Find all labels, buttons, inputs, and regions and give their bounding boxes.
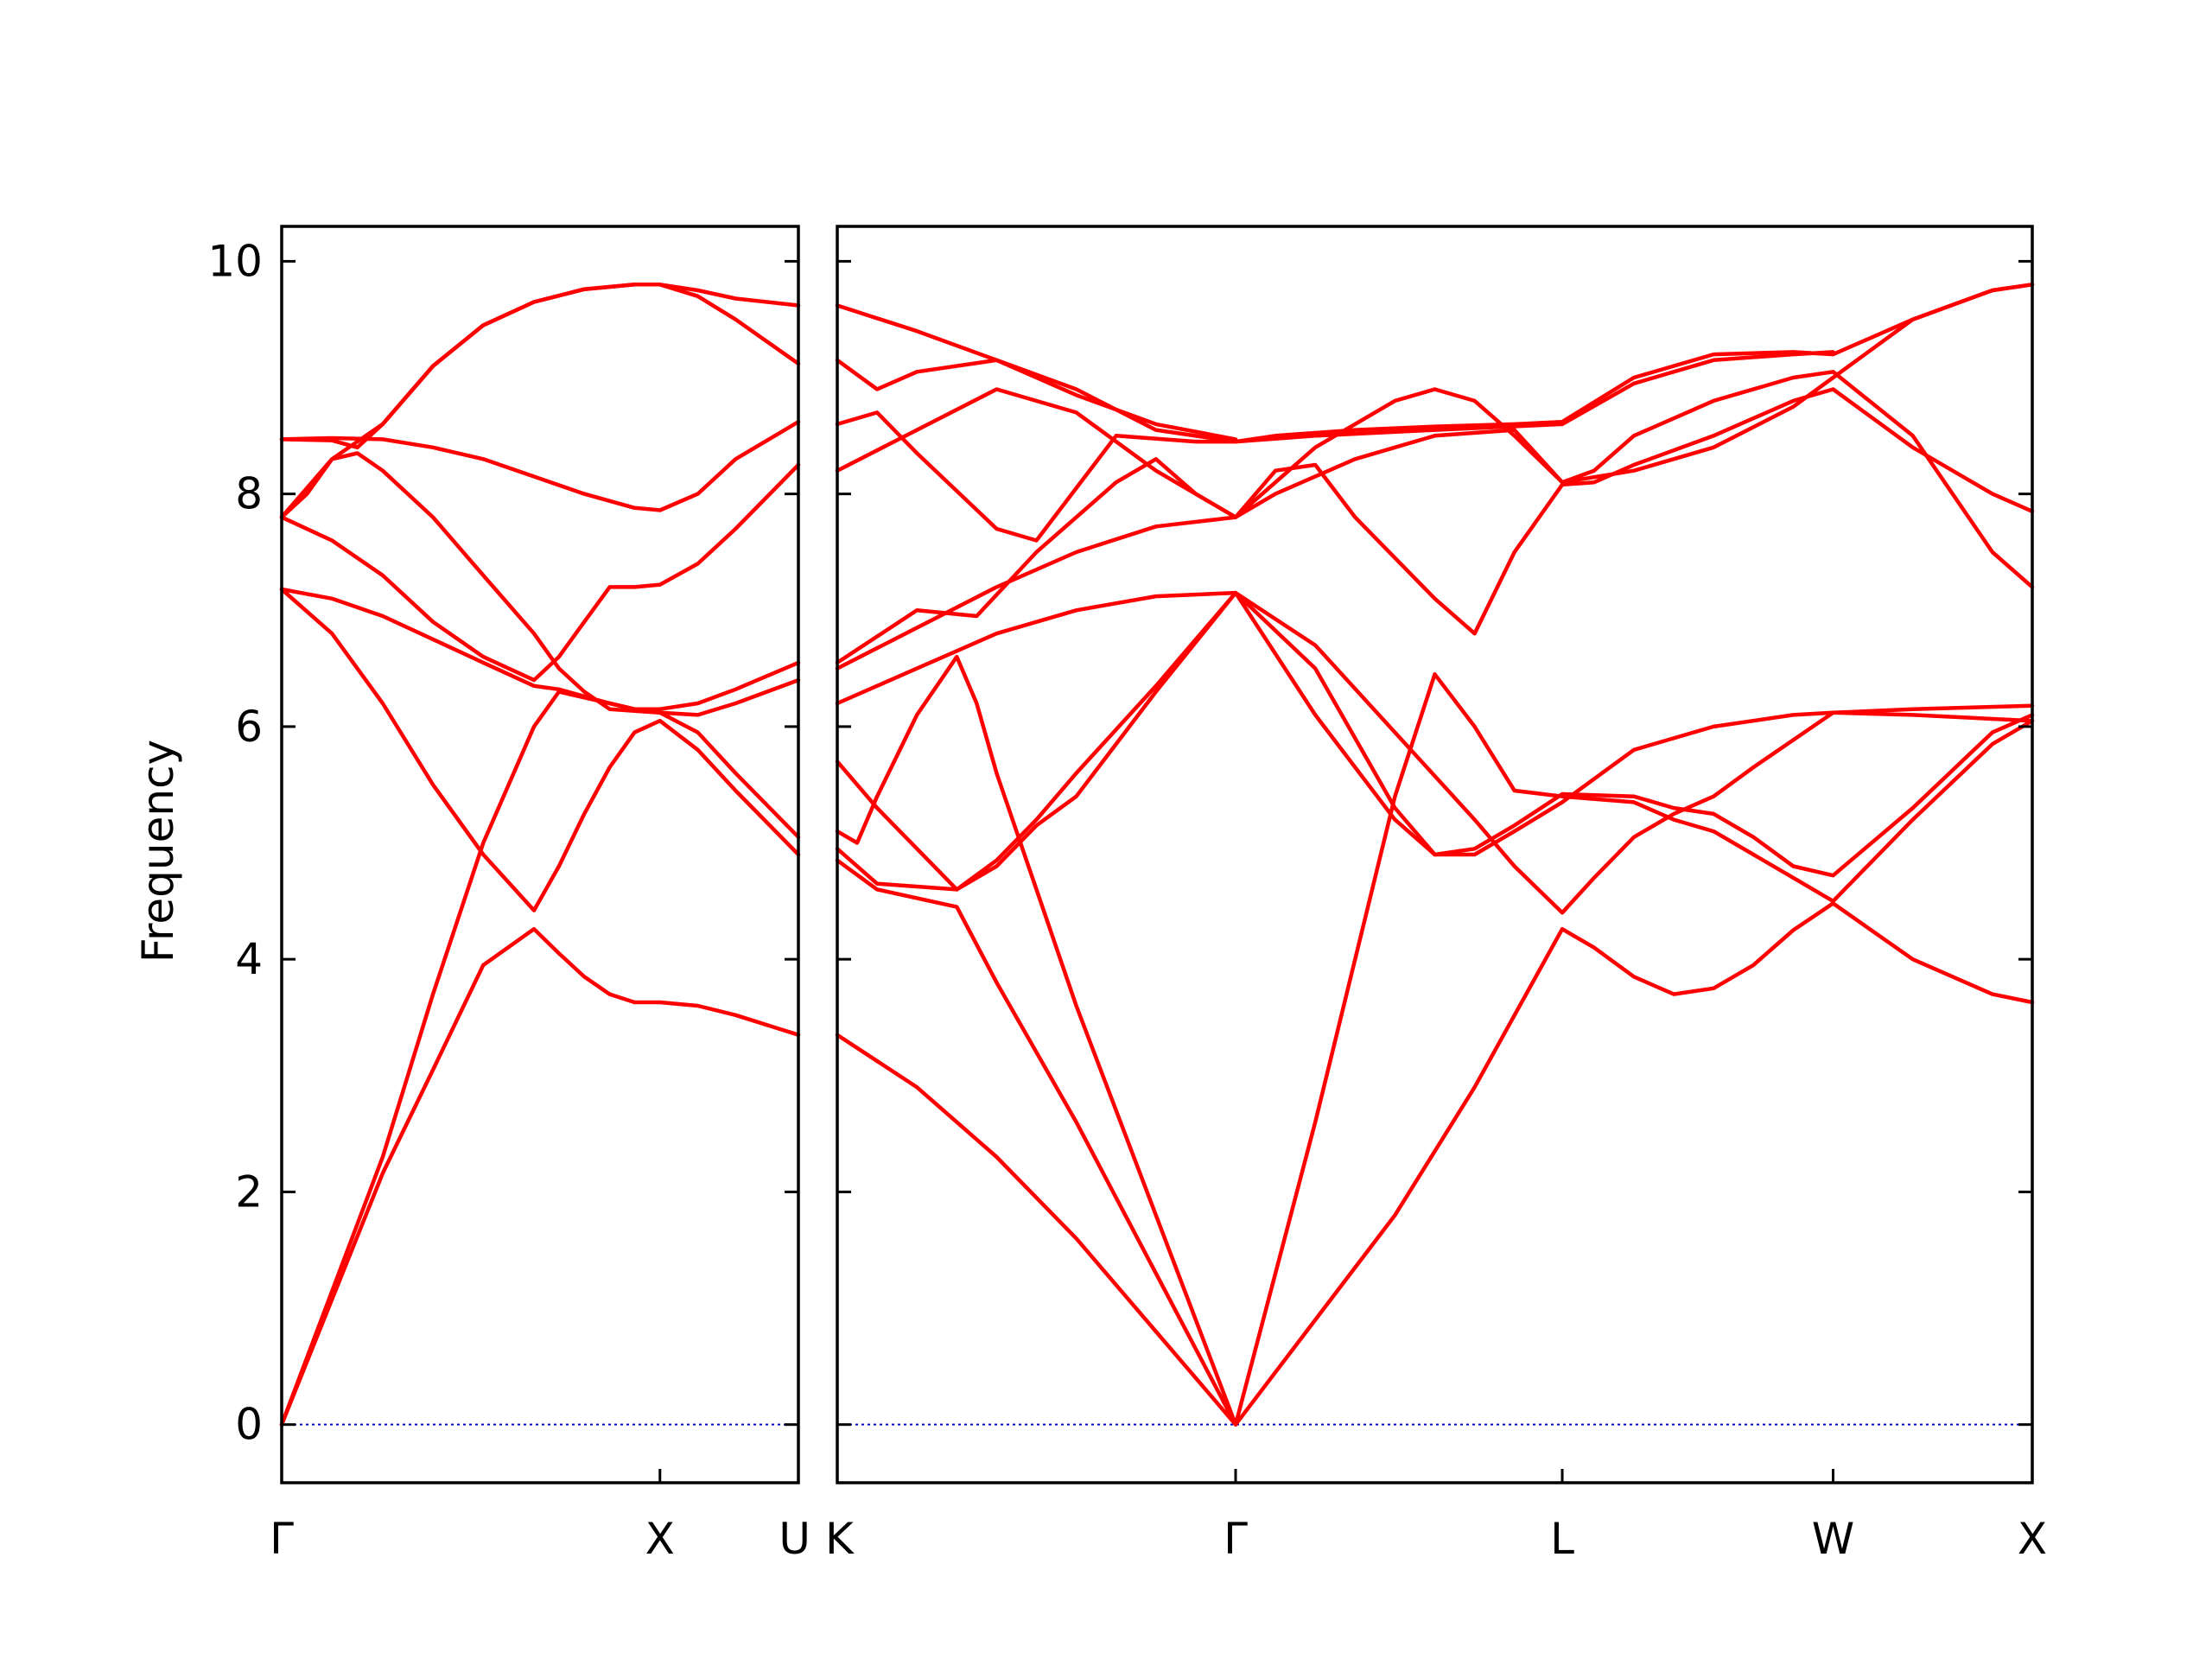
band-1-7 — [835, 387, 2035, 665]
band-0-0 — [279, 926, 801, 1427]
x-tick-label: K — [825, 1514, 855, 1564]
x-tick-label: X — [645, 1514, 675, 1564]
y-tick-label: 6 — [235, 702, 263, 752]
y-tick-label: 10 — [207, 236, 263, 286]
x-tick-label: L — [1550, 1514, 1574, 1564]
band-1-8 — [835, 370, 2035, 589]
band-1-6 — [835, 283, 2035, 671]
panel-0: 0 2 4 6 8 10 Γ X U — [207, 225, 810, 1564]
band-1-10 — [835, 350, 1835, 444]
band-0-5 — [279, 451, 801, 840]
y-tick-label: 8 — [235, 469, 263, 519]
band-0-1 — [279, 677, 801, 1427]
y-tick-label: 2 — [235, 1166, 263, 1217]
band-0-6 — [279, 419, 801, 512]
x-tick-label: W — [1812, 1514, 1854, 1564]
band-1-4 — [835, 654, 1238, 1427]
x-tick-label: Γ — [1224, 1514, 1248, 1564]
band-1-1 — [835, 672, 2035, 1427]
x-tick-label: Γ — [270, 1514, 294, 1564]
x-tick-label: X — [2018, 1514, 2047, 1564]
band-1-9 — [835, 283, 2035, 543]
band-0-4 — [279, 462, 801, 683]
y-tick-label: 0 — [235, 1400, 263, 1450]
x-tick-label: U — [779, 1514, 810, 1564]
band-0-3 — [279, 587, 801, 711]
band-0-8 — [279, 283, 801, 519]
band-1-5 — [835, 590, 2035, 857]
band-1-0 — [835, 901, 2035, 1427]
band-1-11 — [835, 303, 1238, 442]
panel-frame — [836, 225, 2034, 1484]
y-tick-label: 4 — [235, 934, 263, 984]
panel-frame — [280, 225, 800, 1484]
y-axis-label: Frequency — [133, 740, 183, 963]
band-0-2 — [279, 587, 801, 912]
band-1-3 — [835, 590, 2035, 915]
band-1-2 — [835, 590, 2035, 892]
